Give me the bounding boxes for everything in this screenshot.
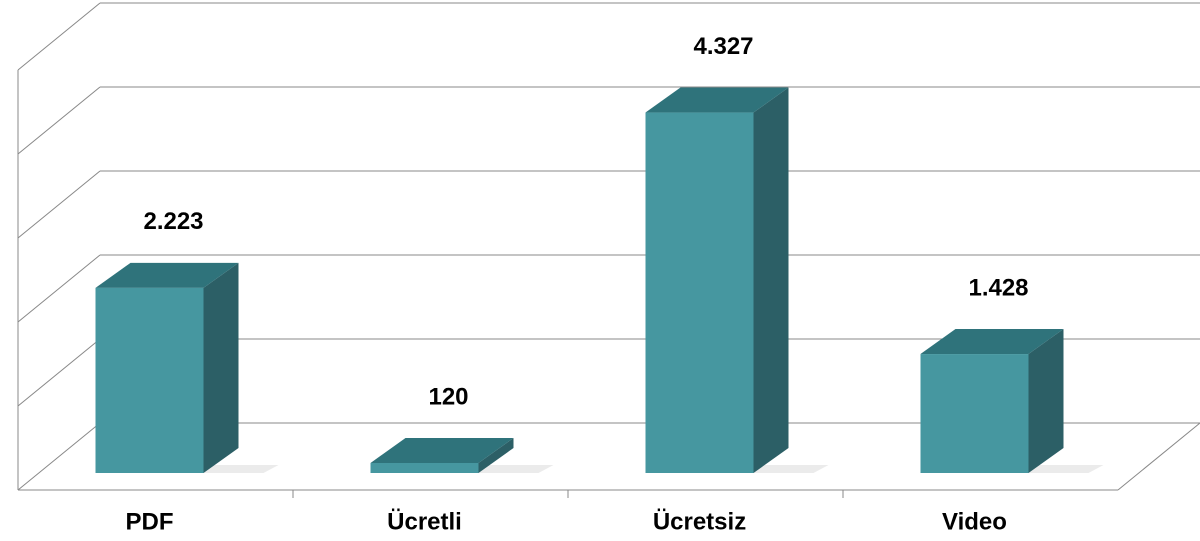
- bar-top: [920, 329, 1064, 355]
- bar-top: [370, 438, 514, 464]
- bar-top: [95, 262, 239, 288]
- grid-line-side: [17, 422, 101, 491]
- bar-top: [645, 87, 789, 113]
- x-tick-label: PDF: [126, 508, 174, 535]
- grid-line-side: [17, 170, 101, 239]
- bar-side: [203, 262, 239, 473]
- x-tick-label: Ücretli: [387, 508, 462, 535]
- grid-line-side: [17, 338, 101, 407]
- bar-side: [1028, 329, 1064, 473]
- grid-line-side: [17, 254, 101, 323]
- bar: [370, 463, 479, 473]
- bar: [920, 354, 1029, 473]
- bar: [645, 112, 754, 473]
- value-label: 2.223: [143, 208, 203, 235]
- value-label: 1.428: [968, 274, 1028, 301]
- grid-line-side: [17, 86, 101, 155]
- bar-side: [478, 438, 514, 473]
- x-tick-label: Ücretsiz: [653, 508, 746, 535]
- value-label: 120: [428, 383, 468, 410]
- bar-side: [753, 87, 789, 473]
- bar: [95, 287, 204, 473]
- floor-right: [1117, 422, 1200, 491]
- x-tick-label: Video: [942, 508, 1007, 535]
- value-label: 4.327: [693, 33, 753, 60]
- grid-line-side: [17, 2, 101, 71]
